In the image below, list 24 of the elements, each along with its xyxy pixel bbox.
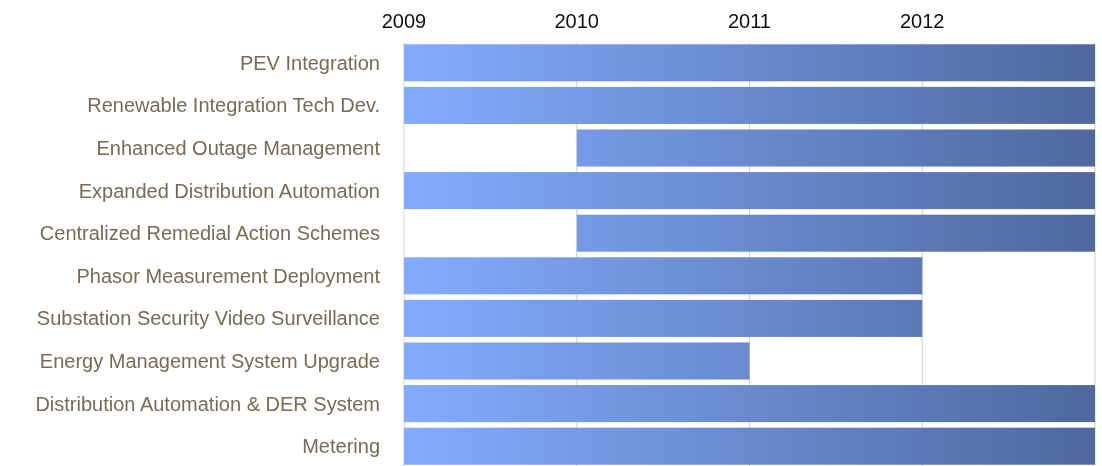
bar xyxy=(576,129,1095,167)
x-tick-label: 2012 xyxy=(900,10,945,32)
bar xyxy=(404,257,923,295)
bar xyxy=(404,44,1095,82)
y-tick-label: PEV Integration xyxy=(239,51,380,74)
y-tick-label: Phasor Measurement Deployment xyxy=(76,264,381,287)
y-tick-label: Enhanced Outage Management xyxy=(96,137,381,159)
x-tick-label: 2009 xyxy=(381,10,427,32)
bar xyxy=(404,385,1095,423)
y-tick-label: Centralized Remedial Action Schemes xyxy=(39,222,380,245)
y-tick-label: Substation Security Video Surveillance xyxy=(36,307,380,330)
bar xyxy=(576,214,1095,252)
y-tick-label: Expanded Distribution Automation xyxy=(78,179,380,202)
y-tick-label: Renewable Integration Tech Dev. xyxy=(87,94,380,117)
bar xyxy=(404,86,1095,124)
bar xyxy=(404,299,923,337)
bar xyxy=(404,172,1095,210)
x-tick-label: 2011 xyxy=(727,10,772,32)
y-tick-label: Energy Management System Upgrade xyxy=(39,350,380,372)
x-tick-label: 2010 xyxy=(554,10,599,32)
y-tick-label: Distribution Automation & DER System xyxy=(35,392,380,415)
y-tick-label: Metering xyxy=(302,435,380,458)
bar xyxy=(404,427,1095,465)
bar xyxy=(404,342,750,380)
